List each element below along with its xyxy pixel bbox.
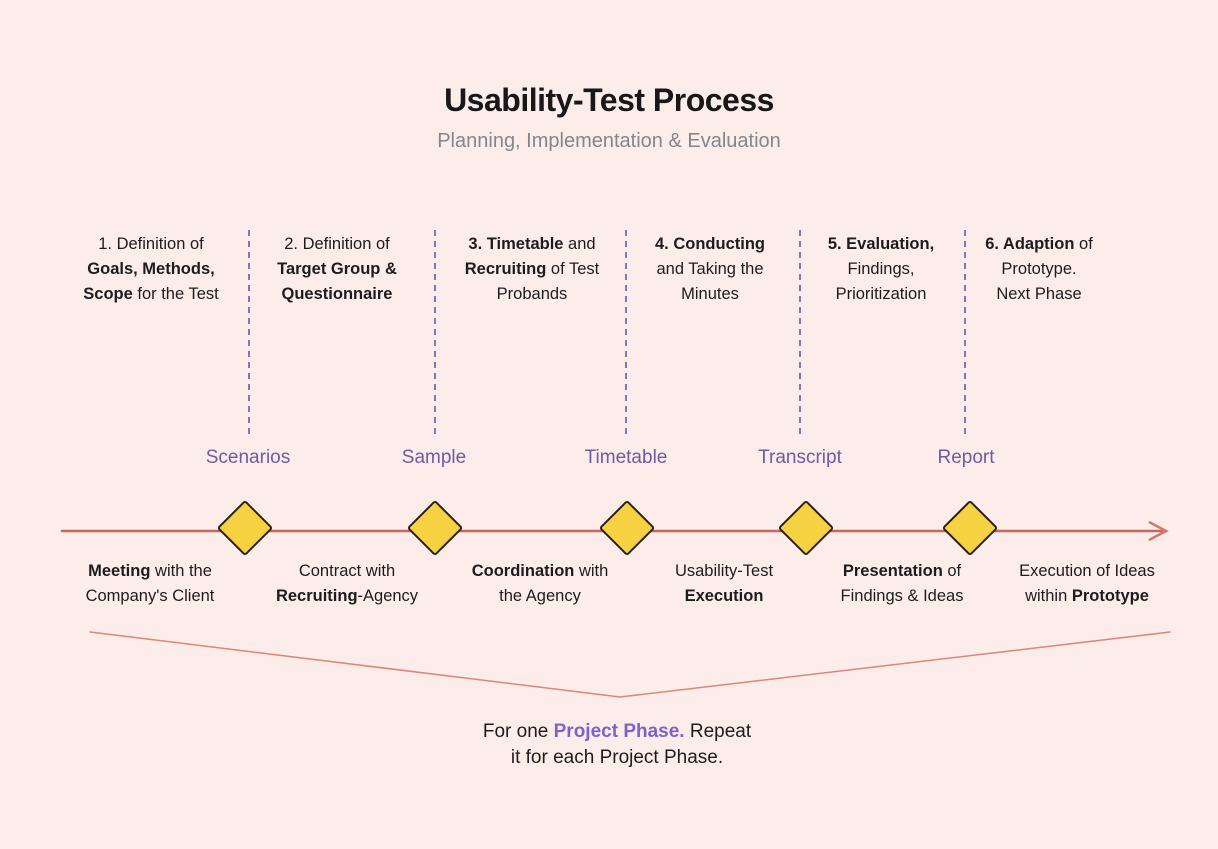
milestone-diamond bbox=[406, 499, 464, 557]
dashed-separator bbox=[964, 230, 966, 437]
dashed-separator bbox=[248, 230, 250, 437]
milestone-label-scenarios: Scenarios bbox=[205, 447, 291, 468]
phase-bracket bbox=[89, 631, 1171, 698]
footnote: For one Project Phase. Repeat it for each… bbox=[482, 721, 752, 768]
milestone-diamond bbox=[216, 499, 274, 557]
phase-step-4: 4. Conducting and Taking the Minutes bbox=[655, 235, 765, 303]
milestone-diamond bbox=[941, 499, 999, 557]
milestone-label-sample: Sample bbox=[401, 447, 467, 468]
phase-step-5: 5. Evaluation, Findings, Prioritization bbox=[827, 235, 935, 303]
dashed-separator bbox=[625, 230, 627, 437]
milestone-diamond bbox=[777, 499, 835, 557]
phase-step-6: 6. Adaption of Prototype. Next Phase bbox=[985, 235, 1093, 303]
phase-step-2: 2. Definition of Target Group & Questionna… bbox=[277, 235, 397, 303]
dashed-separator bbox=[799, 230, 801, 437]
activity-step-4: Usability-Test Execution bbox=[674, 562, 774, 605]
activity-step-2: Contract with Recruiting-Agency bbox=[275, 562, 419, 605]
milestone-label-transcript: Transcript bbox=[758, 447, 842, 468]
dashed-separator bbox=[434, 230, 436, 437]
milestone-label-timetable: Timetable bbox=[584, 447, 668, 468]
page-subtitle: Planning, Implementation & Evaluation bbox=[437, 130, 781, 152]
phase-step-1: 1. Definition of Goals, Methods, Scope for… bbox=[83, 235, 219, 303]
page-title: Usability-Test Process bbox=[444, 82, 774, 118]
activity-step-1: Meeting with the Company's Client bbox=[85, 562, 215, 605]
activity-step-3: Coordination with the Agency bbox=[471, 562, 609, 605]
phase-step-3: 3. Timetable and Recruiting of Test Proban… bbox=[464, 235, 600, 303]
activity-step-6: Execution of Ideas within Prototype bbox=[1019, 562, 1155, 605]
activity-step-5: Presentation of Findings & Ideas bbox=[840, 562, 964, 605]
milestone-label-report: Report bbox=[937, 447, 995, 468]
milestone-diamond bbox=[598, 499, 656, 557]
